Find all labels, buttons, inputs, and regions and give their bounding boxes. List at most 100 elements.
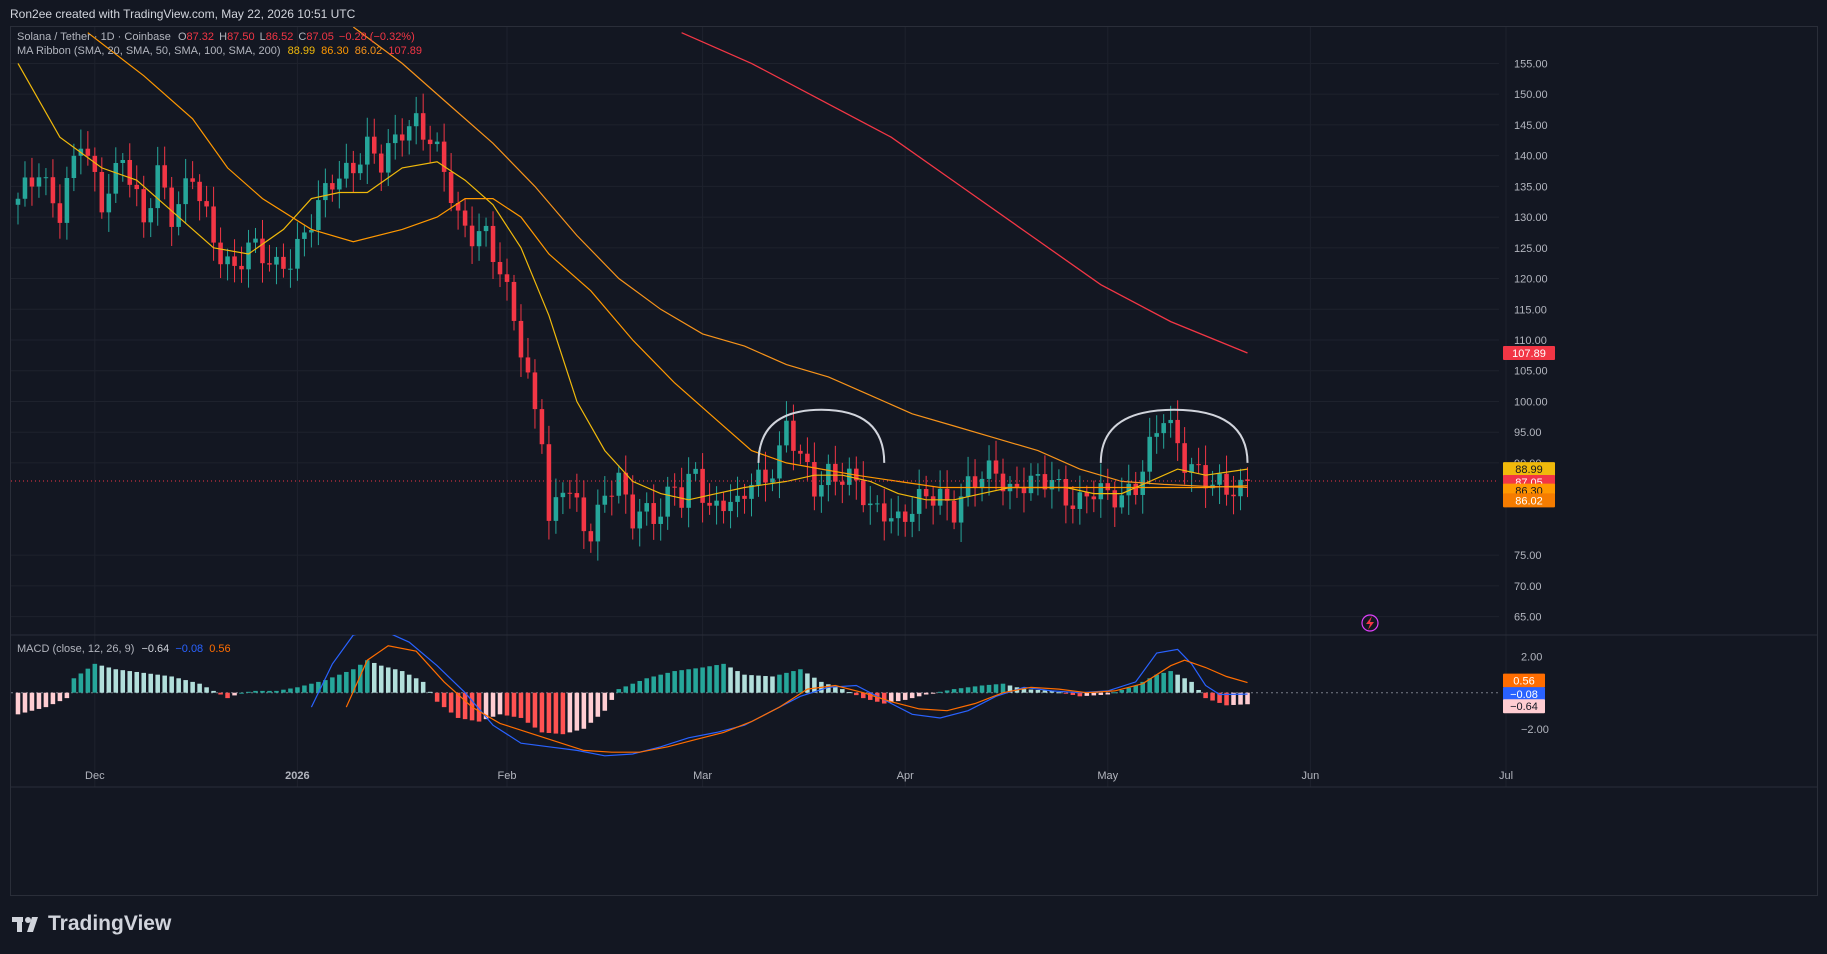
macd-histogram-bar	[183, 680, 188, 693]
candle-body	[127, 160, 133, 185]
candle-body	[469, 225, 475, 247]
macd-histogram-bar	[1063, 692, 1069, 694]
candle-body	[595, 504, 601, 542]
chart-frame[interactable]: 155.00 150.00 145.00 140.00 135.00 130.00 125.…	[10, 26, 1818, 896]
candle-body	[1119, 495, 1125, 508]
candle-body	[462, 210, 468, 226]
candle-body	[588, 531, 594, 542]
candle-body	[1147, 436, 1152, 472]
macd-histogram-bar	[441, 692, 447, 708]
time-tick-label: Mar	[693, 770, 712, 782]
macd-histogram-bar	[85, 668, 91, 693]
macd-histogram-bar	[861, 692, 866, 699]
macd-histogram-bar	[197, 683, 202, 693]
macd-histogram-bar	[1091, 692, 1097, 696]
macd-histogram-bar	[413, 678, 419, 693]
candle-body	[574, 493, 580, 498]
candle-body	[497, 261, 503, 275]
macd-histogram-bar	[812, 677, 817, 693]
candle-body	[965, 476, 971, 497]
candle-body	[225, 256, 230, 265]
pattern-arc	[757, 408, 886, 463]
candle-body	[309, 229, 314, 233]
macd-histogram-bar	[707, 666, 712, 693]
macd-histogram-bar	[1238, 692, 1243, 705]
candle-body	[134, 184, 140, 190]
candle-body	[1133, 483, 1139, 495]
macd-value-badge	[1503, 687, 1545, 702]
macd-histogram-bar	[309, 683, 314, 693]
candle-body	[672, 486, 677, 488]
candle-body	[944, 488, 950, 501]
candle-body	[120, 160, 126, 164]
candle-body	[504, 274, 510, 282]
candle-body	[1217, 473, 1222, 485]
macd-histogram-bar	[504, 692, 510, 716]
candle-body	[448, 171, 454, 203]
macd-histogram-bar	[1217, 692, 1222, 703]
candle-body	[826, 463, 831, 486]
candle-body	[148, 208, 153, 223]
change-value: −0.28 (−0.32%)	[338, 31, 415, 43]
chart-canvas[interactable]: 155.00 150.00 145.00 140.00 135.00 130.00 125.…	[11, 27, 1817, 895]
candle-body	[602, 495, 608, 505]
macd-histogram-bar	[993, 684, 999, 693]
candle-body	[707, 502, 712, 506]
macd-histogram-bar	[539, 692, 545, 733]
macd-histogram-bar	[665, 672, 670, 693]
symbol-name[interactable]: Solana / Tether · 1D · Coinbase	[17, 31, 171, 43]
candle-body	[392, 134, 398, 144]
candle-body	[840, 481, 845, 485]
price-label-text: 107.89	[1512, 348, 1546, 360]
macd-line	[310, 635, 1248, 757]
macd-histogram-bar	[867, 692, 873, 700]
macd-histogram-bar	[742, 674, 747, 693]
candle-body	[281, 256, 286, 269]
price-tick-label: 100.00	[1514, 396, 1548, 408]
candle-body	[99, 171, 105, 213]
macd-histogram-bar	[71, 678, 77, 693]
candle-body	[441, 141, 447, 172]
candle-body	[1231, 494, 1236, 497]
macd-label[interactable]: MACD (close, 12, 26, 9)	[17, 643, 135, 655]
macd-histogram-bar	[302, 685, 307, 693]
candle-body	[630, 494, 636, 529]
price-tick-label: 65.00	[1514, 612, 1542, 624]
time-tick-label: 2026	[285, 770, 309, 782]
candle-body	[1238, 479, 1243, 497]
macd-histogram-bar	[218, 692, 223, 695]
macd-histogram-bar	[658, 674, 663, 693]
candle-body	[567, 492, 573, 494]
candle-body	[763, 469, 768, 483]
candle-body	[274, 256, 279, 265]
macd-histogram-bar	[29, 692, 35, 711]
ma-ribbon-label[interactable]: MA Ribbon (SMA, 20, SMA, 50, SMA, 100, S…	[17, 45, 281, 57]
macd-value-badge-text: −0.08	[1510, 689, 1538, 701]
candle-body	[930, 496, 936, 506]
macd-histogram-bar	[749, 675, 754, 693]
candle-body	[728, 501, 733, 512]
candle-body	[651, 503, 656, 524]
macd-histogram-bar	[965, 687, 971, 693]
macd-histogram-bar	[511, 692, 517, 717]
macd-histogram-bar	[1245, 692, 1250, 705]
candle-body	[539, 409, 545, 445]
macd-histogram-bar	[43, 692, 49, 708]
price-label-badge	[1503, 493, 1555, 508]
candle-body	[742, 495, 747, 499]
macd-histogram-bar	[972, 686, 978, 693]
low-value: 86.52	[265, 31, 294, 43]
macd-histogram-bar	[651, 676, 656, 693]
candle-body	[406, 126, 412, 141]
candle-body	[1161, 423, 1166, 434]
macd-histogram-bar	[344, 671, 349, 693]
macd-histogram-bar	[609, 692, 615, 700]
candle-body	[190, 178, 195, 182]
candle-body	[1203, 465, 1208, 489]
macd-histogram-bar	[358, 664, 363, 693]
macd-histogram-bar	[476, 692, 482, 722]
macd-histogram-bar	[847, 692, 852, 694]
candle-body	[1035, 474, 1041, 476]
macd-histogram-bar	[392, 669, 398, 693]
macd-histogram-bar	[1224, 692, 1229, 706]
